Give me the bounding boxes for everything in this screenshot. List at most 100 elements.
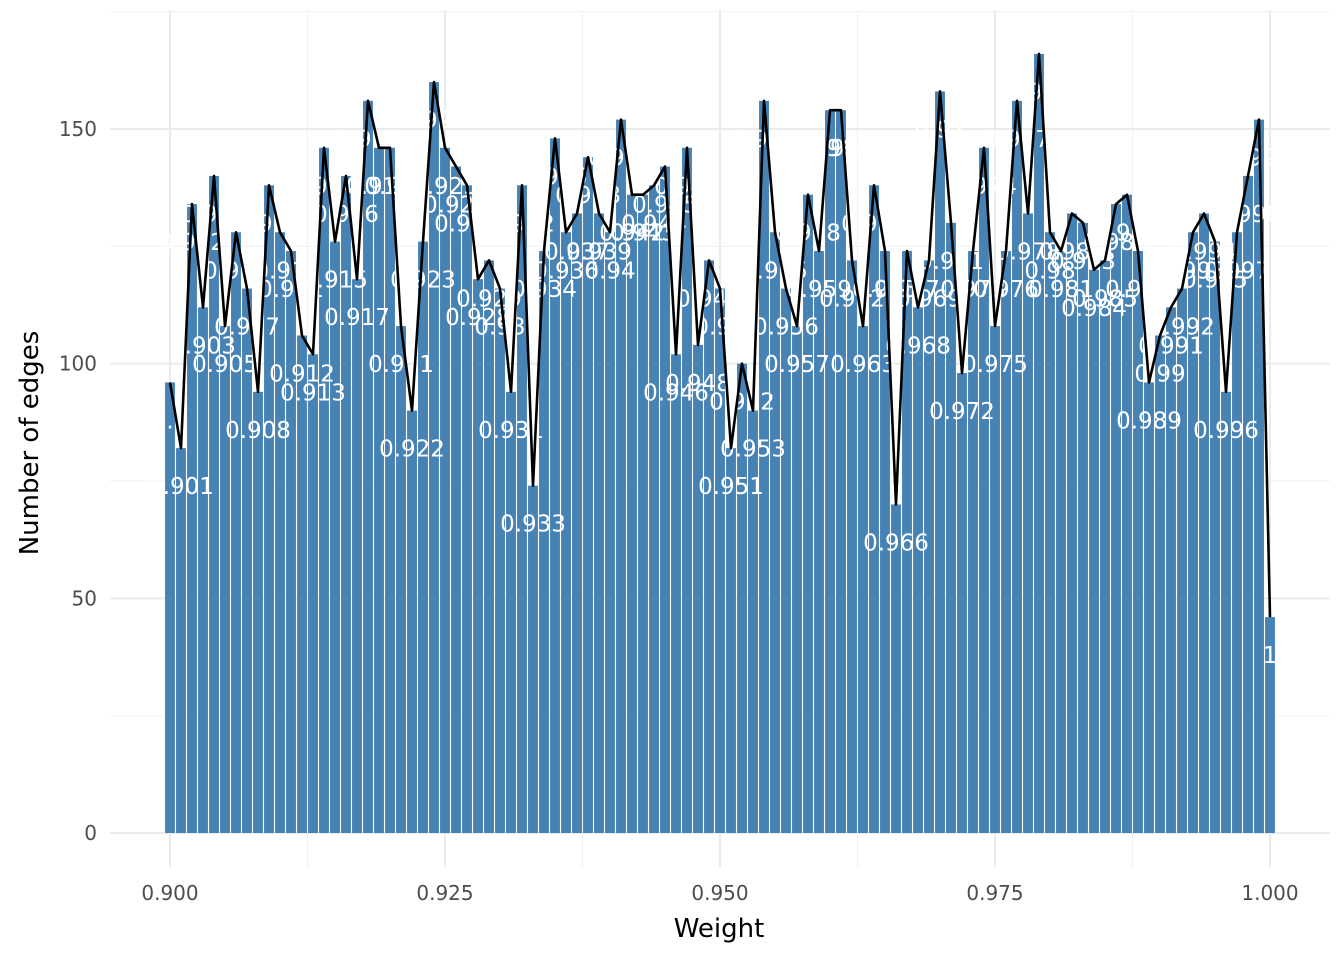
data-label: 0.947 bbox=[654, 174, 720, 200]
bar bbox=[231, 232, 241, 833]
bar bbox=[297, 335, 307, 833]
bar bbox=[825, 110, 835, 834]
data-label: 0.951 bbox=[698, 474, 764, 500]
data-label: 0.931 bbox=[478, 418, 544, 444]
bar bbox=[682, 147, 692, 833]
x-tick-label: 1.000 bbox=[1241, 881, 1298, 905]
y-tick-label: 50 bbox=[72, 586, 97, 610]
data-label: 0.977 bbox=[984, 127, 1050, 153]
data-label: 0.982 bbox=[1039, 239, 1105, 265]
bar bbox=[1012, 100, 1022, 834]
bar bbox=[1188, 232, 1198, 833]
bar bbox=[1067, 213, 1077, 834]
bar bbox=[1133, 251, 1143, 833]
bar bbox=[1144, 382, 1154, 833]
data-label: 0.924 bbox=[401, 108, 467, 134]
bar bbox=[1122, 194, 1132, 833]
bar bbox=[550, 138, 560, 833]
bar bbox=[1155, 335, 1165, 833]
bar bbox=[209, 175, 219, 833]
bar bbox=[616, 119, 626, 834]
bar bbox=[451, 166, 461, 834]
data-label: 0.921 bbox=[368, 352, 434, 378]
data-label: 0.909 bbox=[236, 211, 302, 237]
data-label: 0.923 bbox=[390, 268, 456, 294]
data-label: 0.94 bbox=[584, 258, 635, 284]
bar bbox=[506, 391, 516, 833]
bar bbox=[528, 485, 538, 833]
data-label: 0.995 bbox=[1182, 268, 1248, 294]
bar bbox=[319, 147, 329, 833]
bar bbox=[308, 354, 318, 833]
y-tick-label: 150 bbox=[59, 117, 97, 141]
bar bbox=[1111, 204, 1121, 834]
data-label: 0.956 bbox=[753, 315, 819, 341]
bar bbox=[847, 260, 857, 833]
bar bbox=[1166, 307, 1176, 834]
bar bbox=[385, 147, 395, 833]
bar bbox=[242, 288, 252, 833]
bar bbox=[946, 222, 956, 833]
bar bbox=[418, 241, 428, 833]
bar bbox=[275, 232, 285, 833]
bar bbox=[1232, 232, 1242, 833]
bar bbox=[517, 185, 527, 833]
bar bbox=[704, 260, 714, 833]
data-label: 0.985 bbox=[1072, 286, 1138, 312]
data-label: 0.96 bbox=[804, 136, 855, 162]
bar bbox=[880, 251, 890, 833]
data-label: 0.963 bbox=[830, 352, 896, 378]
data-label: 0.949 bbox=[676, 286, 742, 312]
data-label: 0.944 bbox=[621, 211, 687, 237]
data-label: 0.906 bbox=[203, 258, 269, 284]
bar bbox=[605, 232, 615, 833]
data-label: 0.959 bbox=[786, 277, 852, 303]
bar bbox=[1199, 213, 1209, 834]
bar bbox=[979, 147, 989, 833]
bar bbox=[374, 147, 384, 833]
bar bbox=[803, 194, 813, 833]
data-label: 0.98 bbox=[1024, 258, 1075, 284]
bar bbox=[484, 260, 494, 833]
data-labels: 0.90.9010.9020.9030.9040.9050.9060.9070.… bbox=[148, 80, 1292, 669]
bar bbox=[715, 288, 725, 833]
data-label: 0.938 bbox=[555, 183, 621, 209]
bar bbox=[924, 260, 934, 833]
bar bbox=[759, 100, 769, 834]
bar bbox=[1100, 260, 1110, 833]
bar bbox=[594, 213, 604, 834]
bar bbox=[968, 251, 978, 833]
bar bbox=[627, 194, 637, 833]
data-label: 0.946 bbox=[643, 380, 709, 406]
bar bbox=[286, 251, 296, 833]
bar bbox=[638, 194, 648, 833]
data-label: 0.989 bbox=[1116, 408, 1182, 434]
bar bbox=[1045, 232, 1055, 833]
bar bbox=[1034, 53, 1044, 834]
bar bbox=[1023, 213, 1033, 834]
bar bbox=[462, 185, 472, 833]
x-axis-ticks: 0.900 0.925 0.950 0.975 1.000 bbox=[141, 881, 1298, 905]
bar bbox=[1089, 269, 1099, 833]
bar bbox=[748, 410, 758, 833]
data-label: 0.912 bbox=[269, 362, 335, 388]
bar bbox=[495, 288, 505, 833]
y-axis-title: Number of edges bbox=[15, 331, 45, 556]
data-label: 0.962 bbox=[819, 286, 885, 312]
bar bbox=[1210, 241, 1220, 833]
bar bbox=[539, 251, 549, 833]
bar bbox=[1265, 617, 1275, 833]
y-tick-label: 0 bbox=[84, 821, 97, 845]
data-label: 0.961 bbox=[808, 136, 874, 162]
data-label: 0.991 bbox=[1138, 333, 1204, 359]
data-label: 0.987 bbox=[1094, 221, 1160, 247]
data-label: 0.948 bbox=[665, 371, 731, 397]
data-label: 0.964 bbox=[841, 211, 907, 237]
data-label: 0.916 bbox=[313, 202, 379, 228]
y-axis-ticks: 0 50 100 150 bbox=[59, 117, 97, 845]
data-label: 0.917 bbox=[324, 305, 390, 331]
data-label: 0.919 bbox=[346, 174, 412, 200]
data-label: 0.941 bbox=[588, 146, 654, 172]
data-label: 0.92 bbox=[364, 174, 415, 200]
